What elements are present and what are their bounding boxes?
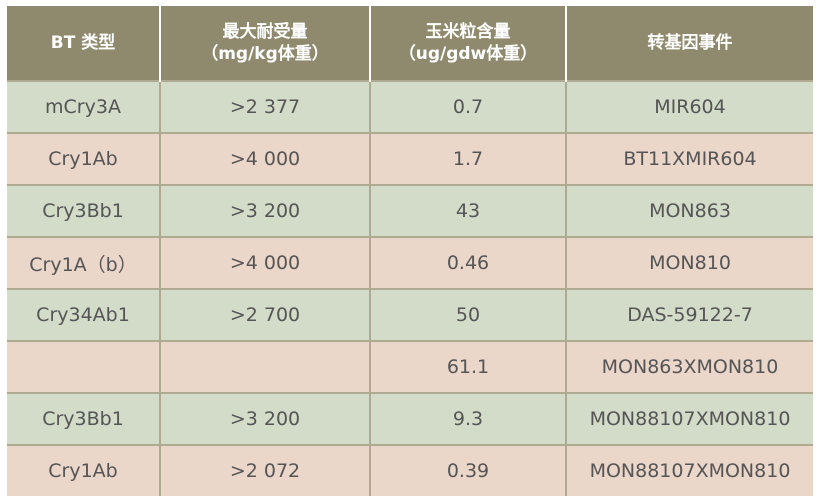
cell-max-tolerance: >2 700 (159, 288, 370, 341)
table-row: Cry1A（b） >4 000 0.46 MON810 (7, 236, 813, 289)
data-table-container: BT 类型 最大耐受量 （mg/kg体重） 玉米粒含量 （ug/gdw体重） 转… (7, 6, 813, 496)
cell-bt-type: Cry1Ab (7, 132, 160, 185)
cell-bt-type: Cry3Bb1 (7, 392, 160, 445)
header-line: 最大耐受量 (222, 22, 308, 42)
cell-kernel-content: 9.3 (369, 392, 566, 445)
header-line: （mg/kg体重） (201, 44, 329, 64)
cell-max-tolerance (159, 340, 370, 393)
header-line: 转基因事件 (647, 33, 733, 53)
cell-max-tolerance: >2 377 (159, 80, 370, 133)
cell-kernel-content: 0.39 (369, 444, 566, 496)
cell-max-tolerance: >4 000 (159, 236, 370, 289)
header-bt-type: BT 类型 (7, 6, 160, 81)
cell-bt-type: Cry1A（b） (7, 236, 160, 289)
cell-kernel-content: 1.7 (369, 132, 566, 185)
cell-bt-type: Cry1Ab (7, 444, 160, 496)
cell-event: MON88107XMON810 (565, 392, 813, 445)
cell-event: MON863 (565, 184, 813, 237)
cell-event: DAS-59122-7 (565, 288, 813, 341)
cell-event: MON88107XMON810 (565, 444, 813, 496)
cell-kernel-content: 61.1 (369, 340, 566, 393)
table-row: Cry1Ab >4 000 1.7 BT11XMIR604 (7, 132, 813, 185)
table-row: Cry34Ab1 >2 700 50 DAS-59122-7 (7, 288, 813, 341)
header-line: 玉米粒含量 (425, 22, 511, 42)
table-row: mCry3A >2 377 0.7 MIR604 (7, 80, 813, 133)
bt-toxicity-table: BT 类型 最大耐受量 （mg/kg体重） 玉米粒含量 （ug/gdw体重） 转… (7, 6, 813, 496)
table-row: 61.1 MON863XMON810 (7, 340, 813, 393)
cell-kernel-content: 50 (369, 288, 566, 341)
header-transgenic-event: 转基因事件 (565, 6, 813, 81)
table-row: Cry3Bb1 >3 200 9.3 MON88107XMON810 (7, 392, 813, 445)
cell-max-tolerance: >3 200 (159, 392, 370, 445)
cell-event: MON863XMON810 (565, 340, 813, 393)
header-line: BT 类型 (50, 33, 116, 53)
header-line: （ug/gdw体重） (398, 44, 538, 64)
cell-max-tolerance: >3 200 (159, 184, 370, 237)
cell-event: BT11XMIR604 (565, 132, 813, 185)
header-max-tolerance: 最大耐受量 （mg/kg体重） (159, 6, 370, 81)
cell-event: MIR604 (565, 80, 813, 133)
table-row: Cry1Ab >2 072 0.39 MON88107XMON810 (7, 444, 813, 496)
table-header-row: BT 类型 最大耐受量 （mg/kg体重） 玉米粒含量 （ug/gdw体重） 转… (7, 6, 813, 81)
cell-kernel-content: 0.46 (369, 236, 566, 289)
cell-bt-type: Cry34Ab1 (7, 288, 160, 341)
cell-event: MON810 (565, 236, 813, 289)
cell-kernel-content: 43 (369, 184, 566, 237)
cell-bt-type: mCry3A (7, 80, 160, 133)
header-kernel-content: 玉米粒含量 （ug/gdw体重） (369, 6, 566, 81)
cell-max-tolerance: >2 072 (159, 444, 370, 496)
cell-max-tolerance: >4 000 (159, 132, 370, 185)
cell-bt-type (7, 340, 160, 393)
cell-bt-type: Cry3Bb1 (7, 184, 160, 237)
cell-kernel-content: 0.7 (369, 80, 566, 133)
table-row: Cry3Bb1 >3 200 43 MON863 (7, 184, 813, 237)
